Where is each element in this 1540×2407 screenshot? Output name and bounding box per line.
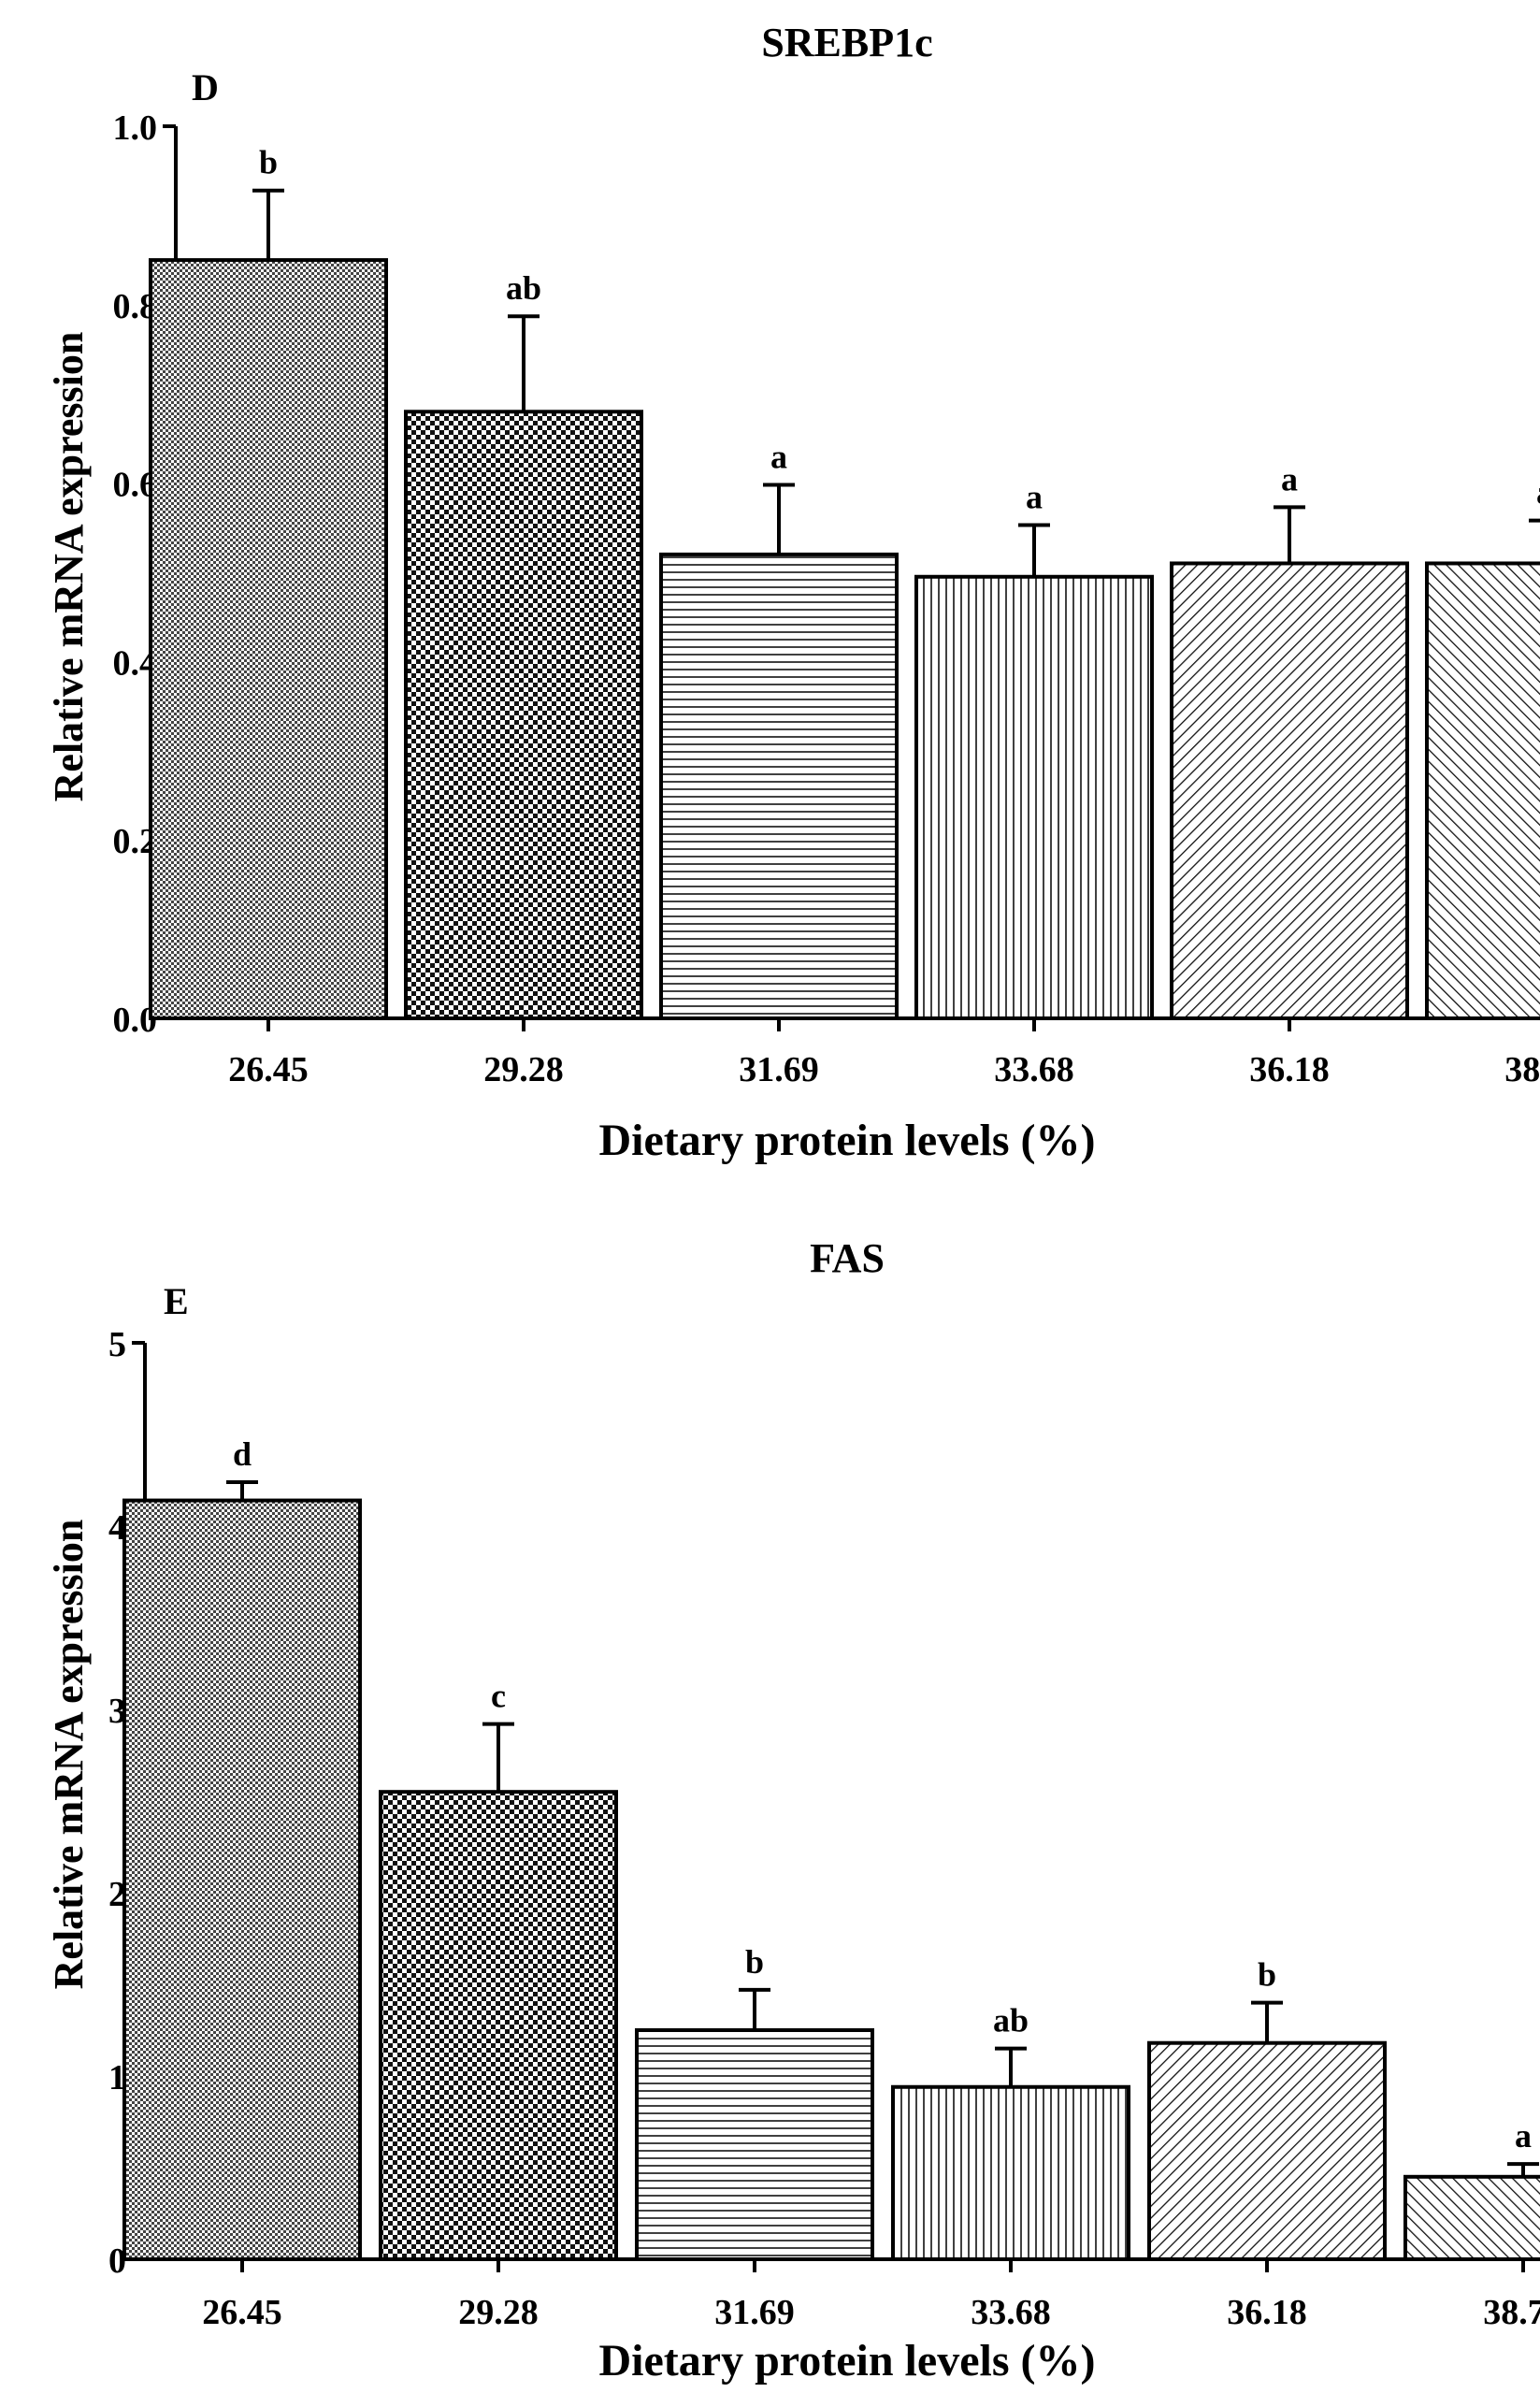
bar-36.18 (1147, 2040, 1387, 2261)
bar-31.69 (635, 2028, 874, 2261)
x-axis-label: Dietary protein levels (%) (599, 1116, 1096, 1165)
panel-label: E (164, 1280, 189, 1322)
x-tick-label: 29.28 (458, 2293, 539, 2332)
panel-label: D (192, 66, 219, 108)
x-tick-label: 31.69 (739, 1050, 819, 1089)
x-tick-label: 36.18 (1227, 2293, 1307, 2332)
y-axis-label: Relative mRNA expression (46, 1520, 92, 1990)
bar-33.68 (914, 574, 1154, 1021)
y-tick-label: 4 (108, 1508, 126, 1548)
significance-letter: ab (993, 2002, 1029, 2039)
chart-title: FAS (810, 1235, 885, 1281)
chart-title: SREBP1c (761, 20, 932, 65)
bar-29.28 (404, 410, 643, 1020)
significance-letter: ab (506, 269, 541, 307)
y-tick-label: 3 (108, 1692, 126, 1731)
x-tick-label: 36.18 (1249, 1050, 1330, 1089)
x-tick-label: 26.45 (228, 1050, 309, 1089)
significance-letter: a (1515, 2117, 1532, 2155)
y-tick-label: 1 (108, 2058, 126, 2097)
x-tick-label: 29.28 (483, 1050, 564, 1089)
significance-letter: d (233, 1435, 252, 1473)
significance-letter: a (1026, 478, 1043, 515)
y-tick-label: 2 (108, 1875, 126, 1914)
chart-panel-fas: E FAS Relative mRNA expression Dietary p… (46, 1235, 1540, 2385)
y-axis-label: Relative mRNA expression (46, 332, 92, 802)
bar-38.75 (1425, 561, 1540, 1021)
y-tick-label: 1.0 (113, 108, 158, 148)
x-tick-label: 33.68 (994, 1050, 1074, 1089)
bar-33.68 (891, 2084, 1130, 2262)
significance-letter: b (1258, 1956, 1276, 1994)
chart-panel-srebp1c: D SREBP1c Relative mRNA expression Dieta… (46, 20, 1540, 1165)
significance-letter: a (1536, 474, 1540, 512)
x-tick-label: 26.45 (202, 2293, 282, 2332)
x-tick-label: 38.75 (1483, 2293, 1540, 2332)
bar-26.45 (149, 258, 388, 1021)
x-tick-label: 31.69 (714, 2293, 795, 2332)
bar-36.18 (1170, 561, 1409, 1021)
x-axis-label: Dietary protein levels (%) (599, 2336, 1096, 2385)
bar-29.28 (379, 1790, 618, 2261)
y-tick-label: 5 (108, 1325, 126, 1364)
significance-letter: a (770, 439, 787, 476)
significance-letter: b (745, 1943, 764, 1981)
significance-letter: a (1281, 460, 1298, 497)
significance-letter: c (491, 1678, 506, 1715)
bar-38.75 (1403, 2174, 1540, 2262)
x-tick-label: 38.75 (1504, 1050, 1540, 1089)
x-tick-label: 33.68 (971, 2293, 1051, 2332)
significance-letter: b (259, 144, 278, 181)
y-tick-label: 0 (108, 2241, 126, 2281)
bar-26.45 (122, 1498, 362, 2262)
bar-31.69 (659, 552, 899, 1020)
